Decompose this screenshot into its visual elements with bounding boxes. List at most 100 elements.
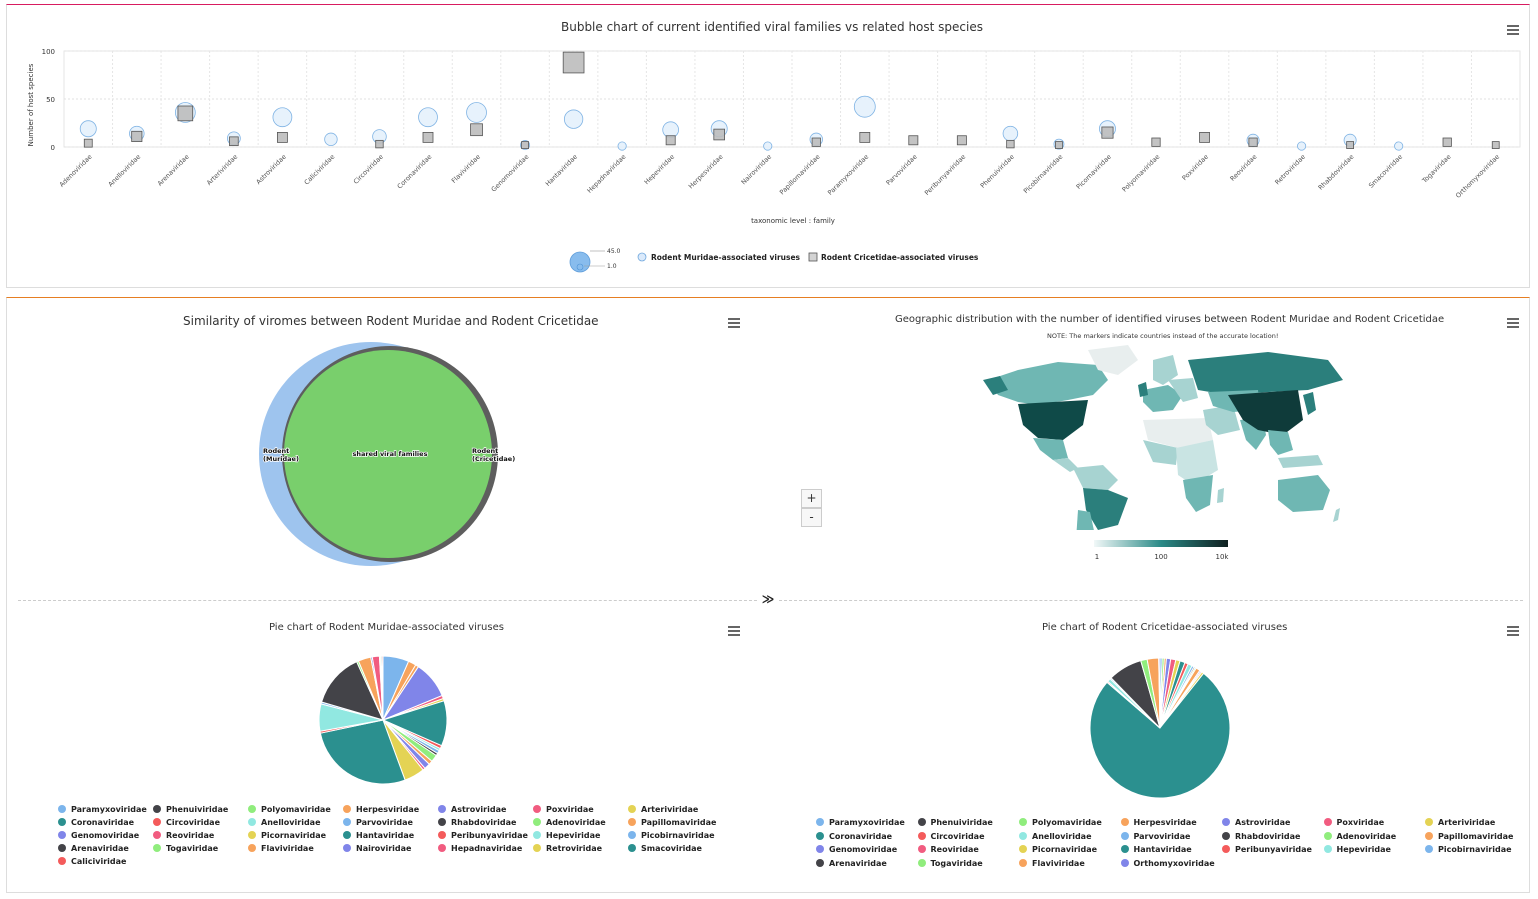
bubble-chart-menu-icon[interactable] [1507, 25, 1519, 35]
legend-item-label: Hepadnaviridae [451, 844, 523, 853]
map-region-uk [1138, 382, 1148, 397]
legend-item-togaviridae[interactable]: Togaviridae [917, 858, 983, 868]
legend-item-arteriviridae[interactable]: Arteriviridae [628, 805, 698, 814]
legend-item-poxviridae[interactable]: Poxviridae [533, 805, 594, 814]
legend-item-hantaviridae[interactable]: Hantaviridae [343, 831, 414, 840]
legend-item-reoviridae[interactable]: Reoviridae [153, 831, 214, 840]
legend-item-picornaviridae[interactable]: Picornaviridae [248, 831, 326, 840]
legend-item-label: Hepeviridae [1336, 845, 1391, 854]
legend-item-papillomaviridae[interactable]: Papillomaviridae [628, 818, 716, 827]
legend-item-astroviridae[interactable]: Astroviridae [438, 805, 506, 814]
legend-item-anelloviridae[interactable]: Anelloviridae [1019, 831, 1092, 841]
bubble-x-tick-label: Polyomaviridae [1121, 153, 1162, 194]
legend-item-phenuiviridae[interactable]: Phenuiviridae [153, 805, 228, 814]
legend-dot-icon [1019, 858, 1027, 867]
legend-item-phenuiviridae[interactable]: Phenuiviridae [917, 818, 993, 827]
size-legend-min: 1.0 [607, 263, 617, 270]
muridae-legend-label: Rodent Muridae-associated viruses [651, 253, 801, 262]
legend-item-coronaviridae[interactable]: Coronaviridae [58, 818, 134, 827]
legend-item-herpesviridae[interactable]: Herpesviridae [1120, 818, 1197, 827]
bubble-chart-svg: Adenoviridae Anelloviridae Arenaviridae Art… [27, 48, 1521, 273]
legend-item-papillomaviridae[interactable]: Papillomaviridae [1425, 831, 1513, 841]
legend-item-flaviviridae[interactable]: Flaviviridae [248, 844, 314, 853]
map-scale-label-min: 1 [1095, 553, 1099, 561]
map-chart-menu-icon[interactable] [1507, 318, 1519, 328]
legend-item-anelloviridae[interactable]: Anelloviridae [248, 818, 321, 827]
pie-slice-hantaviridae [1089, 672, 1231, 799]
legend-item-genomoviridae[interactable]: Genomoviridae [816, 845, 897, 854]
legend-item-paramyxoviridae[interactable]: Paramyxoviridae [58, 805, 147, 814]
legend-item-herpesviridae[interactable]: Herpesviridae [343, 805, 419, 814]
legend-item-arenaviridae[interactable]: Arenaviridae [816, 858, 887, 868]
legend-item-astroviridae[interactable]: Astroviridae [1222, 818, 1290, 827]
legend-item-parvoviridae[interactable]: Parvoviridae [343, 818, 413, 827]
legend-item-flaviviridae[interactable]: Flaviviridae [1019, 858, 1085, 868]
legend-item-orthomyxoviridae[interactable]: Orthomyxoviridae [1120, 858, 1215, 868]
legend-item-caliciviridae[interactable]: Caliciviridae [58, 857, 126, 866]
world-map-svg[interactable] [978, 340, 1348, 530]
legend-item-picobirnaviridae[interactable]: Picobirnaviridae [1425, 845, 1512, 854]
series-legend-cricetidae[interactable]: Rodent Cricetidae-associated viruses [808, 252, 979, 262]
legend-item-hepeviridae[interactable]: Hepeviridae [533, 831, 600, 840]
cricetidae-square [908, 135, 919, 146]
venn-chart-title: Similarity of viromes between Rodent Mur… [183, 314, 599, 328]
pie-cricetidae-legend: Paramyxoviridae Phenuiviridae Polyomavirid… [816, 818, 1526, 878]
legend-item-coronaviridae[interactable]: Coronaviridae [816, 831, 892, 841]
series-legend-muridae[interactable]: Rodent Muridae-associated viruses [637, 252, 801, 262]
legend-item-togaviridae[interactable]: Togaviridae [153, 844, 218, 853]
legend-item-rhabdoviridae[interactable]: Rhabdoviridae [438, 818, 516, 827]
bubble-x-tick-label: Orthomyxoviridae [1454, 153, 1501, 200]
legend-item-picobirnaviridae[interactable]: Picobirnaviridae [628, 831, 715, 840]
bubble-x-tick-label: Astroviridae [254, 153, 287, 186]
map-region-western-europe [1143, 385, 1183, 412]
expand-chevron-icon[interactable]: ≫ [759, 592, 777, 608]
legend-item-reoviridae[interactable]: Reoviridae [917, 845, 979, 854]
pie-muridae-menu-icon[interactable] [728, 626, 740, 636]
pie-cricetidae-menu-icon[interactable] [1507, 626, 1519, 636]
legend-item-label: Picobirnaviridae [641, 831, 715, 840]
legend-item-label: Anelloviridae [261, 818, 321, 827]
legend-dot-icon [1120, 845, 1129, 853]
legend-item-poxviridae[interactable]: Poxviridae [1323, 818, 1384, 827]
venn-chart-menu-icon[interactable] [728, 318, 740, 328]
legend-dot-icon [343, 805, 351, 813]
legend-item-peribunyaviridae[interactable]: Peribunyaviridae [438, 831, 528, 840]
muridae-legend-icon [637, 252, 647, 262]
legend-item-adenoviridae[interactable]: Adenoviridae [1323, 831, 1396, 841]
cricetidae-square [562, 51, 585, 74]
legend-item-polyomaviridae[interactable]: Polyomaviridae [1019, 818, 1102, 827]
bubble-x-tick-label: Papillomaviridae [778, 153, 822, 197]
legend-item-circoviridae[interactable]: Circoviridae [917, 831, 985, 841]
bubble-x-tick-label: Togaviridae [1420, 153, 1453, 186]
map-region-central-america [1053, 458, 1078, 472]
bubble-x-tick-label: Reoviridae [1228, 153, 1258, 183]
legend-item-label: Papillomaviridae [641, 818, 717, 827]
legend-item-hantaviridae[interactable]: Hantaviridae [1120, 845, 1192, 854]
legend-item-arenaviridae[interactable]: Arenaviridae [58, 844, 129, 853]
legend-item-picornaviridae[interactable]: Picornaviridae [1019, 845, 1097, 854]
legend-item-polyomaviridae[interactable]: Polyomaviridae [248, 805, 331, 814]
legend-item-rhabdoviridae[interactable]: Rhabdoviridae [1222, 831, 1300, 841]
legend-item-arteriviridae[interactable]: Arteriviridae [1425, 818, 1495, 827]
legend-item-paramyxoviridae[interactable]: Paramyxoviridae [816, 818, 905, 827]
legend-item-adenoviridae[interactable]: Adenoviridae [533, 818, 606, 827]
map-region-greenland [1088, 345, 1138, 375]
map-zoom-out-button[interactable]: - [801, 508, 822, 527]
pie-muridae-svg [318, 655, 448, 785]
legend-dot-icon [1120, 831, 1129, 840]
map-zoom-in-button[interactable]: + [801, 489, 822, 508]
legend-item-label: Hantaviridae [356, 831, 415, 840]
map-chart-title: Geographic distribution with the number … [895, 314, 1445, 325]
legend-item-hepeviridae[interactable]: Hepeviridae [1323, 845, 1391, 854]
legend-item-nairoviridae[interactable]: Nairoviridae [343, 844, 411, 853]
cricetidae-square [422, 132, 434, 143]
legend-item-smacoviridae[interactable]: Smacoviridae [628, 844, 702, 853]
legend-item-genomoviridae[interactable]: Genomoviridae [58, 831, 139, 840]
legend-item-label: Circoviridae [930, 831, 985, 841]
legend-item-label: Paramyxoviridae [829, 818, 905, 827]
legend-item-retroviridae[interactable]: Retroviridae [533, 844, 602, 853]
legend-item-parvoviridae[interactable]: Parvoviridae [1120, 831, 1190, 841]
legend-item-hepadnaviridae[interactable]: Hepadnaviridae [438, 844, 522, 853]
legend-item-peribunyaviridae[interactable]: Peribunyaviridae [1222, 845, 1312, 854]
legend-item-circoviridae[interactable]: Circoviridae [153, 818, 220, 827]
